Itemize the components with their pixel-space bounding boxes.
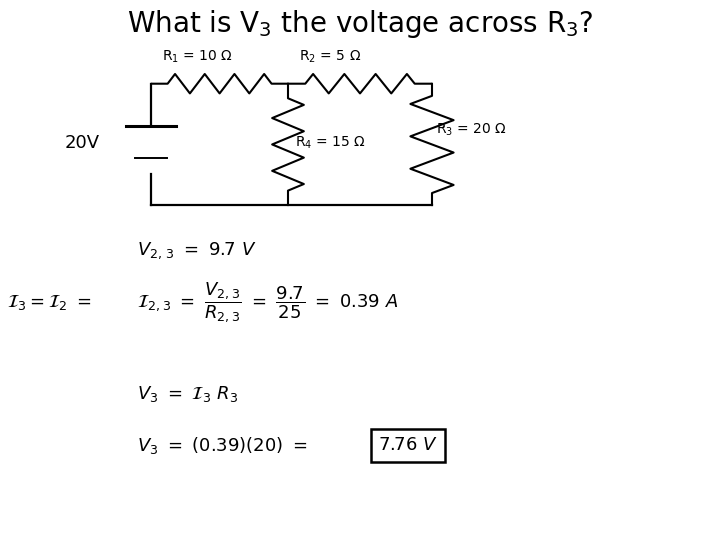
- Text: R$_3$ = 20 Ω: R$_3$ = 20 Ω: [436, 122, 507, 138]
- Text: $V_{2,\, 3}\ =\ 9.7\ V$: $V_{2,\, 3}\ =\ 9.7\ V$: [137, 241, 256, 261]
- Text: $\mathcal{I}_{2,3}\ =\ \dfrac{V_{2,3}}{R_{2,3}}\ =\ \dfrac{9.7}{25}\ =\ 0.39\ A$: $\mathcal{I}_{2,3}\ =\ \dfrac{V_{2,3}}{R…: [137, 281, 398, 324]
- Text: R$_2$ = 5 Ω: R$_2$ = 5 Ω: [299, 49, 361, 65]
- Text: 20V: 20V: [65, 134, 100, 152]
- Text: What is V$_3$ the voltage across R$_3$?: What is V$_3$ the voltage across R$_3$?: [127, 8, 593, 40]
- Text: $V_3\ =\ \mathcal{I}_3\ R_3$: $V_3\ =\ \mathcal{I}_3\ R_3$: [137, 384, 238, 404]
- Text: $\mathcal{I}_3{=}\mathcal{I}_2\ =$: $\mathcal{I}_3{=}\mathcal{I}_2\ =$: [7, 293, 92, 312]
- Text: R$_4$ = 15 Ω: R$_4$ = 15 Ω: [295, 135, 366, 151]
- Text: R$_1$ = 10 Ω: R$_1$ = 10 Ω: [162, 49, 233, 65]
- Text: $7.76\ V$: $7.76\ V$: [378, 436, 438, 455]
- Text: $V_3\ =\ (0.39)(20)\ =$: $V_3\ =\ (0.39)(20)\ =$: [137, 435, 307, 456]
